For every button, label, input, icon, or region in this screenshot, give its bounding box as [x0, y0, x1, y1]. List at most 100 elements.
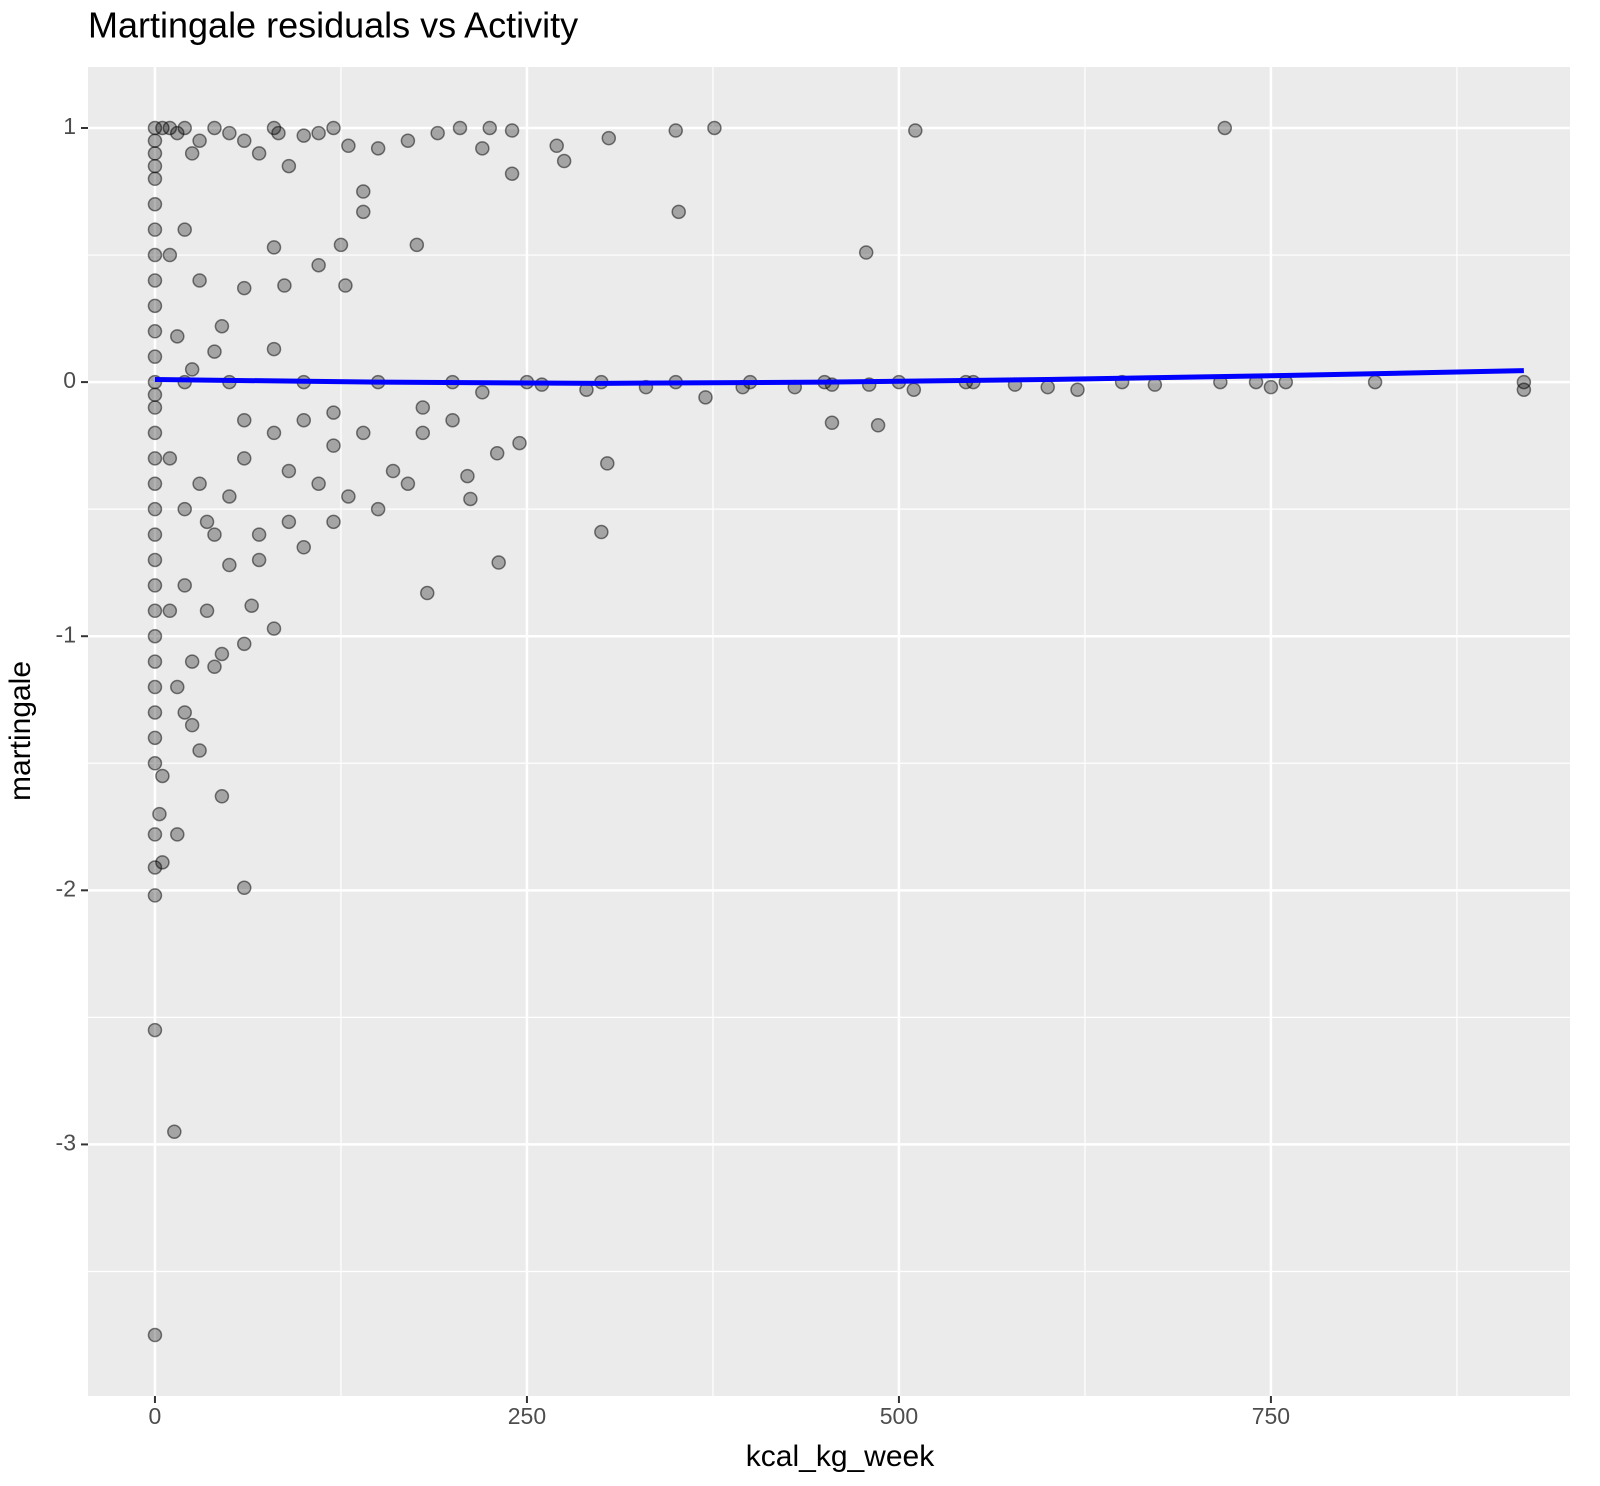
scatter-point — [463, 491, 478, 507]
scatter-point — [170, 827, 185, 842]
scatter-point — [460, 468, 475, 484]
scatter-point — [1040, 379, 1055, 395]
scatter-point — [600, 456, 615, 471]
scatter-point — [147, 501, 163, 517]
scatter-point — [214, 646, 230, 662]
scatter-point — [870, 418, 886, 433]
scatter-point — [214, 789, 230, 804]
scatter-point — [147, 860, 163, 875]
scatter-point — [147, 552, 163, 568]
scatter-point — [707, 120, 722, 136]
scatter-point — [147, 387, 163, 403]
scatter-point — [147, 827, 163, 842]
scatter-point — [207, 120, 222, 136]
y-tick-label: -1 — [56, 621, 76, 647]
scatter-point — [177, 578, 192, 593]
scatter-point — [147, 273, 163, 288]
scatter-point — [251, 146, 267, 161]
scatter-point — [341, 138, 356, 154]
scatter-point — [266, 621, 282, 636]
scatter-point — [385, 463, 401, 479]
scatter-point — [147, 247, 163, 263]
scatter-point — [266, 341, 282, 357]
scatter-point — [824, 415, 840, 431]
scatter-point — [356, 204, 371, 220]
scatter-point — [338, 278, 353, 293]
scatter-point — [177, 705, 192, 720]
scatter-point — [177, 120, 192, 136]
scatter-point — [192, 743, 207, 758]
scatter-point — [147, 133, 163, 148]
scatter-point — [155, 120, 170, 136]
scatter-point — [251, 552, 267, 568]
scatter-point — [311, 125, 326, 141]
scatter-point — [199, 603, 215, 619]
scatter-point — [147, 705, 163, 720]
scatter-point — [1516, 374, 1532, 390]
scatter-point — [236, 451, 252, 466]
scatter-point — [147, 730, 163, 746]
scatter-point — [504, 166, 520, 181]
scatter-point — [147, 158, 163, 174]
scatter-point — [1263, 379, 1279, 395]
scatter-point — [207, 527, 222, 542]
scatter-point — [281, 158, 297, 174]
scatter-point — [475, 141, 490, 156]
scatter-point — [266, 425, 282, 441]
scatter-point — [277, 278, 292, 293]
scatter-point — [147, 222, 163, 237]
scatter-point — [147, 400, 163, 415]
scatter-point — [214, 318, 230, 334]
scatter-point — [222, 557, 237, 573]
scatter-point — [147, 324, 163, 339]
scatter-point — [147, 476, 163, 491]
scatter-point — [1516, 382, 1532, 397]
scatter-point — [400, 133, 416, 148]
x-axis-label: kcal_kg_week — [746, 1440, 935, 1473]
y-axis-label: martingale — [4, 661, 37, 801]
scatter-point — [162, 603, 178, 619]
scatter-point — [296, 128, 312, 143]
panel — [88, 67, 1570, 1396]
scatter-point — [147, 654, 163, 669]
scatter-point — [512, 435, 527, 451]
scatter-point — [326, 514, 341, 530]
scatter-point — [236, 412, 252, 428]
y-tick-label: 0 — [63, 367, 76, 393]
scatter-point — [177, 222, 192, 237]
trend-line — [154, 368, 1524, 386]
y-tick-label: -3 — [56, 1130, 76, 1156]
scatter-point — [326, 120, 341, 136]
scatter-point — [1367, 374, 1383, 390]
scatter-point — [594, 524, 609, 540]
scatter-point — [162, 451, 178, 466]
scatter-point — [251, 527, 267, 542]
scatter-point — [177, 501, 192, 517]
scatter-point — [184, 717, 200, 733]
scatter-point — [147, 578, 163, 593]
scatter-point — [147, 451, 163, 466]
scatter-point — [601, 130, 617, 146]
chart-title: Martingale residuals vs Activity — [88, 5, 578, 46]
x-tick-label: 0 — [149, 1403, 162, 1429]
scatter-point — [147, 171, 163, 187]
scatter-point — [207, 659, 222, 674]
scatter-point — [162, 120, 178, 136]
scatter-point — [167, 1124, 182, 1139]
scatter-point — [222, 489, 237, 504]
x-tick-label: 250 — [508, 1403, 546, 1429]
scatter-point — [1217, 120, 1233, 136]
scatter-point — [341, 489, 356, 504]
scatter-point — [504, 123, 520, 138]
scatter-point — [192, 273, 207, 288]
scatter-point — [326, 405, 341, 420]
scatter-point — [281, 463, 297, 479]
scatter-point — [356, 425, 371, 441]
scatter-point — [222, 125, 237, 141]
scatter-point — [147, 196, 163, 212]
scatter-point — [162, 247, 178, 263]
scatter-point — [906, 382, 922, 397]
scatter-point — [549, 138, 564, 154]
scatter-point — [170, 125, 185, 141]
